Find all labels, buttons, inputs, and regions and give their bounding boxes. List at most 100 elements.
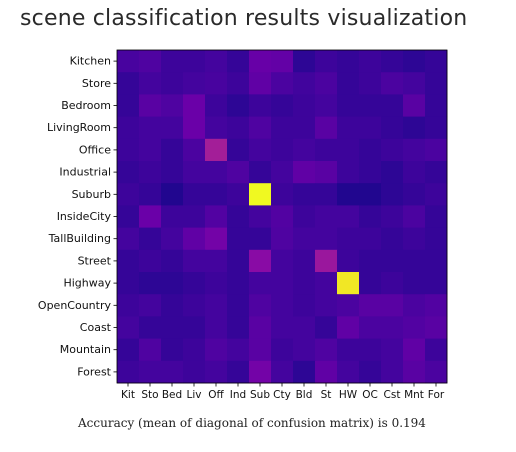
heatmap-cell (249, 227, 272, 251)
y-tick-label: OpenCountry (38, 299, 112, 312)
x-tick-label: HW (339, 389, 358, 401)
heatmap-cell (293, 205, 316, 228)
heatmap-cell (205, 205, 228, 228)
heatmap-cell (183, 183, 206, 206)
heatmap-cell (227, 72, 250, 95)
heatmap-cell (425, 183, 448, 206)
heatmap-cell (271, 338, 294, 362)
heatmap-cell (293, 360, 316, 384)
heatmap-cell (337, 272, 360, 295)
heatmap-cell (161, 94, 184, 117)
heatmap-cell (293, 272, 316, 295)
heatmap-cell (403, 294, 426, 317)
y-tick-label: Bedroom (61, 99, 111, 112)
heatmap-cell (249, 50, 272, 73)
heatmap-cell (139, 50, 162, 73)
heatmap-cell (117, 94, 140, 117)
heatmap-cell (425, 205, 448, 228)
heatmap-cell (249, 116, 272, 140)
heatmap-cell (381, 116, 404, 140)
heatmap-cell (227, 50, 250, 73)
heatmap-cell (161, 138, 184, 162)
heatmap-cell (315, 94, 338, 117)
heatmap-cell (183, 249, 206, 273)
heatmap-cell (403, 316, 426, 339)
heatmap-cell (249, 138, 272, 162)
heatmap-cell (425, 360, 448, 384)
heatmap-cell (337, 161, 360, 184)
heatmap-cell (205, 161, 228, 184)
heatmap-cell (249, 272, 272, 295)
x-tick-label: Cty (273, 389, 291, 401)
heatmap-cell (183, 360, 206, 384)
heatmap-cell (117, 183, 140, 206)
heatmap-cell (293, 116, 316, 140)
heatmap-cell (315, 294, 338, 317)
heatmap-cell (359, 338, 382, 362)
heatmap-cell (249, 205, 272, 228)
heatmap-cell (227, 338, 250, 362)
heatmap-cell (381, 316, 404, 339)
heatmap-cell (271, 116, 294, 140)
page-title: scene classification results visualizati… (20, 6, 468, 31)
heatmap-cell (271, 249, 294, 273)
heatmap-cell (139, 161, 162, 184)
heatmap-cell (337, 50, 360, 73)
heatmap-cell (425, 50, 448, 73)
confusion-matrix-chart: Kitchen Store Bedroom LivingRoom Office Indus… (38, 49, 448, 401)
y-tick-label: Coast (80, 321, 112, 334)
heatmap-cell (425, 272, 448, 295)
heatmap-cell (359, 183, 382, 206)
heatmap-cell (293, 183, 316, 206)
y-tick-label: LivingRoom (47, 121, 111, 134)
heatmap-cell (403, 249, 426, 273)
heatmap-cell (117, 272, 140, 295)
heatmap-cell (161, 338, 184, 362)
heatmap-cell (403, 183, 426, 206)
heatmap-cell (337, 360, 360, 384)
heatmap-cell (183, 72, 206, 95)
heatmap-cell (425, 338, 448, 362)
heatmap-cell (315, 316, 338, 339)
heatmap-cell (359, 50, 382, 73)
x-tick-label: For (428, 389, 445, 401)
heatmap-cell (381, 50, 404, 73)
heatmap-cell (117, 50, 140, 73)
heatmap-cell (315, 72, 338, 95)
heatmap-cell (315, 183, 338, 206)
heatmap-cell (271, 50, 294, 73)
heatmap-cell (315, 205, 338, 228)
x-tick-label: St (321, 389, 332, 401)
heatmap-cell (381, 72, 404, 95)
heatmap-cell (227, 272, 250, 295)
heatmap-cell (359, 360, 382, 384)
heatmap-cell (403, 272, 426, 295)
heatmap-cell (183, 316, 206, 339)
heatmap-cell (293, 50, 316, 73)
heatmap-cell (117, 294, 140, 317)
heatmap-cell (161, 249, 184, 273)
heatmap-cell (271, 138, 294, 162)
heatmap-cell (381, 205, 404, 228)
heatmap-cell (227, 94, 250, 117)
heatmap-cell (249, 294, 272, 317)
heatmap-cell (403, 94, 426, 117)
heatmap-cell (227, 116, 250, 140)
heatmap-cell (293, 338, 316, 362)
heatmap-cell (403, 338, 426, 362)
heatmap-cell (249, 94, 272, 117)
heatmap-cell (249, 338, 272, 362)
heatmap-cell (227, 249, 250, 273)
heatmap-cell (337, 294, 360, 317)
heatmap-cell (315, 50, 338, 73)
heatmap-cell (139, 227, 162, 251)
heatmap-cell (271, 227, 294, 251)
heatmap-cell (139, 294, 162, 317)
heatmap-cell (403, 116, 426, 140)
heatmap-cell (117, 360, 140, 384)
heatmap-cell (117, 161, 140, 184)
heatmap-cell (381, 294, 404, 317)
heatmap-cell (183, 161, 206, 184)
heatmap-cell (271, 294, 294, 317)
heatmap-cell (205, 338, 228, 362)
